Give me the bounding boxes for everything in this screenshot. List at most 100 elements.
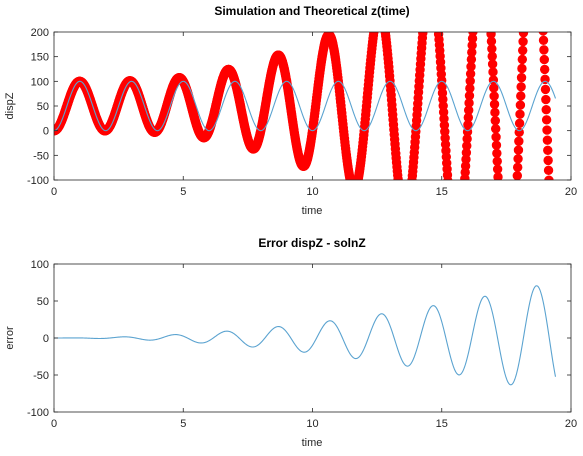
plot-1-marker-point bbox=[371, 20, 380, 29]
plot-1-marker-point bbox=[516, 91, 526, 101]
plot-1-marker-point bbox=[432, 2, 441, 11]
plot-1-marker-point bbox=[501, 278, 510, 287]
plot-1-marker-point bbox=[405, 196, 414, 205]
plot-1-marker-point bbox=[541, 104, 551, 115]
plot-1-marker-point bbox=[347, 182, 356, 191]
plot-1-marker-point bbox=[497, 240, 506, 249]
plot-1-marker-point bbox=[396, 192, 405, 201]
plot-1-marker-point bbox=[491, 140, 502, 150]
plot-1-marker-point bbox=[453, 246, 462, 255]
plot-1-marker-point bbox=[453, 245, 462, 254]
plot-1-marker-point bbox=[549, 271, 558, 280]
plot-1-marker-point bbox=[493, 172, 503, 180]
plot-1-marker-point bbox=[445, 203, 454, 212]
plot-1-marker-point bbox=[514, 118, 525, 129]
plot-1-marker-point bbox=[450, 241, 459, 250]
plot-1-marker-point bbox=[431, 0, 440, 4]
plot-1-marker-point bbox=[515, 109, 525, 119]
plot-1-marker-point bbox=[419, 19, 428, 28]
plot-1-marker-point bbox=[433, 20, 442, 29]
plot-1-marker-point bbox=[514, 136, 524, 146]
plot-1-marker-point bbox=[371, 18, 380, 27]
plot-1-marker-point bbox=[538, 35, 549, 46]
plot-1-ytick-label: 150 bbox=[31, 52, 49, 64]
plot-1-marker-point bbox=[397, 201, 406, 210]
plot-1-marker-point bbox=[538, 0, 547, 8]
plot-1-marker-point bbox=[398, 207, 407, 216]
plot-1-marker-point bbox=[495, 202, 504, 211]
plot-1-marker-point bbox=[405, 199, 414, 208]
plot-1-marker-point bbox=[453, 246, 462, 255]
plot-1-marker-point bbox=[396, 195, 405, 204]
plot-1-marker-point bbox=[495, 195, 504, 204]
plot-1-line-series bbox=[54, 80, 557, 132]
plot-1-marker-point bbox=[496, 222, 505, 231]
plot-1-xtick-label: 15 bbox=[436, 186, 448, 198]
plot-1-marker-point bbox=[351, 184, 360, 193]
plot-1-marker-point bbox=[452, 247, 461, 256]
plot-1-marker-point bbox=[487, 59, 498, 69]
plot-1-marker-point bbox=[445, 198, 454, 207]
plot-1-marker-point bbox=[455, 234, 464, 243]
plot-1-marker-point bbox=[547, 231, 556, 240]
plot-1-marker-point bbox=[457, 224, 466, 233]
plot-1-marker-point bbox=[501, 280, 510, 289]
plot-1-marker-point bbox=[506, 279, 515, 288]
plot-1-marker-point bbox=[543, 145, 553, 156]
plot-1-marker-point bbox=[488, 67, 498, 77]
plot-1-marker-point bbox=[543, 165, 554, 176]
plot-1-marker-point bbox=[497, 229, 506, 238]
plot-2-ytick-label: 0 bbox=[43, 333, 49, 345]
plot-1-marker-point bbox=[548, 256, 557, 265]
plot-1-ticks: 0 5 10 15 20 -100 -50 0 50 100 150 200 bbox=[27, 27, 577, 198]
plot-1-marker-point bbox=[549, 277, 558, 286]
plot-1-marker-point bbox=[348, 183, 357, 192]
plot-1-marker-point bbox=[455, 239, 464, 248]
plot-1-marker-point bbox=[509, 237, 518, 246]
plot-1-xtick-label: 5 bbox=[180, 186, 186, 198]
plot-1-marker-point bbox=[446, 208, 455, 217]
plot-1-marker-point bbox=[512, 162, 523, 173]
plot-2-line-series bbox=[54, 285, 557, 386]
plot-1-marker-point bbox=[539, 64, 550, 75]
plot-1-marker-point bbox=[454, 241, 463, 250]
plot-1-marker-point bbox=[518, 36, 528, 47]
plot-2-xtick-label: 5 bbox=[180, 418, 186, 430]
plot-1-marker-point bbox=[395, 186, 404, 195]
plot-2-ticks: 0 5 10 15 20 -100 -50 0 50 100 bbox=[27, 259, 577, 430]
plot-1-marker-point bbox=[399, 212, 408, 221]
plot-1-marker-point bbox=[489, 99, 500, 109]
plot-1-marker-point bbox=[352, 183, 361, 192]
plot-1-marker-point bbox=[403, 208, 412, 217]
plot-1-marker-point bbox=[504, 285, 513, 294]
plot-1-marker-point bbox=[447, 220, 456, 229]
plot-1-marker-point bbox=[517, 54, 528, 65]
plot-1-marker-point bbox=[404, 206, 413, 215]
plot-1-marker-point bbox=[370, 22, 379, 31]
plot-1-marker-point bbox=[399, 210, 408, 219]
plot-1-marker-point bbox=[460, 186, 469, 195]
plot-2-ytick-label: 50 bbox=[37, 296, 49, 308]
plot-2-xtick-label: 0 bbox=[51, 418, 57, 430]
plot-1-marker-point bbox=[496, 209, 505, 218]
plot-1-marker-point bbox=[431, 0, 440, 1]
plot-1-marker-point bbox=[519, 20, 528, 29]
plot-1-marker-point bbox=[520, 11, 529, 20]
plot-1-marker-point bbox=[502, 284, 511, 293]
plot-1-marker-point bbox=[433, 11, 442, 20]
plot-1-marker-point bbox=[352, 182, 361, 191]
plot-1-marker-point bbox=[470, 2, 479, 11]
plot-1-marker-point bbox=[499, 265, 508, 274]
plot-1-marker-point bbox=[511, 217, 520, 226]
plot-1-marker-point bbox=[350, 185, 359, 194]
plot-1-marker-point bbox=[393, 174, 403, 180]
plot-1-marker-point bbox=[348, 183, 357, 192]
plot-1-marker-point bbox=[420, 11, 429, 20]
plot-1-marker-point bbox=[513, 154, 523, 164]
plot-1-marker-point bbox=[458, 207, 467, 216]
plot-1-marker-point bbox=[490, 115, 501, 126]
plot-1-marker-point bbox=[546, 204, 555, 213]
plot-1-marker-point bbox=[518, 32, 529, 38]
plot-1-marker-point bbox=[492, 156, 502, 166]
plot-1-marker-point bbox=[502, 282, 511, 291]
